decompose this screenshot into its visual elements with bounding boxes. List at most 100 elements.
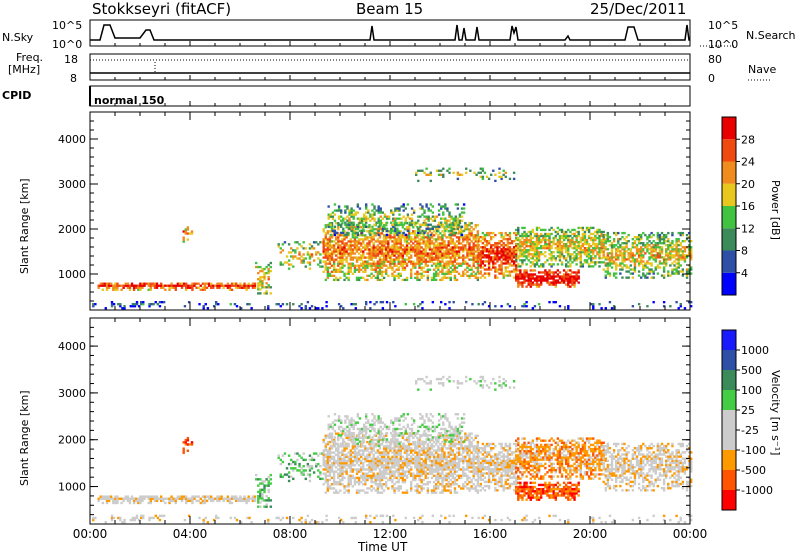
velocity-cell (251, 497, 255, 500)
power-cell (483, 276, 487, 279)
power-cell (658, 248, 662, 251)
velocity-cell (114, 499, 117, 503)
power-cell (349, 244, 352, 247)
power-cell (567, 240, 570, 244)
power-cell (351, 264, 355, 267)
power-cell (395, 252, 398, 255)
velocity-cell (265, 478, 268, 481)
power-cell (494, 274, 497, 277)
power-cell (357, 224, 361, 227)
power-cell (466, 242, 469, 245)
power-cell (416, 252, 419, 255)
velocity-cell (341, 466, 344, 469)
power-cell (325, 301, 328, 304)
power-cell (585, 247, 589, 250)
power-cell (369, 301, 372, 304)
power-cell (259, 276, 262, 279)
velocity-cell (290, 475, 293, 478)
velocity-cell (357, 453, 361, 456)
power-cell (447, 252, 450, 255)
power-cell (529, 236, 532, 240)
power-cell (347, 254, 350, 257)
power-cell (239, 286, 242, 289)
power-cell (140, 301, 143, 304)
power-cell (615, 266, 618, 269)
power-cell (519, 244, 522, 248)
power-cell (410, 246, 413, 249)
power-cell (537, 251, 541, 254)
power-cell (292, 265, 295, 268)
power-cell (385, 254, 388, 257)
power-cell (335, 276, 338, 280)
power-cell (393, 226, 396, 229)
power-cell (420, 272, 423, 275)
power-cell (498, 167, 501, 170)
velocity-cell (391, 455, 394, 459)
power-cell (587, 242, 591, 246)
power-cell (592, 265, 595, 268)
power-cell (515, 236, 518, 240)
power-cell (445, 244, 448, 247)
power-cell (355, 276, 359, 280)
power-cell (515, 247, 518, 250)
velocity-cell (195, 499, 198, 503)
power-cell (558, 249, 562, 252)
power-cell (422, 274, 425, 277)
power-cell (590, 226, 593, 230)
velocity-cell (374, 434, 377, 437)
power-cell (462, 238, 465, 241)
power-cell (571, 236, 574, 240)
power-cell (504, 244, 507, 247)
power-cell (405, 240, 409, 243)
power-cell (362, 264, 365, 267)
velocity-cell (259, 488, 262, 492)
power-cell (421, 223, 424, 226)
power-cell (259, 269, 262, 273)
power-cell (263, 267, 266, 271)
velocity-cell (372, 472, 375, 475)
power-cell (590, 251, 593, 254)
power-cell (621, 231, 624, 235)
power-cell (347, 262, 350, 265)
power-cell (369, 219, 372, 222)
velocity-cell (290, 458, 293, 462)
power-cell (560, 234, 564, 238)
power-cell (308, 253, 312, 256)
power-cell (154, 301, 157, 304)
power-cell (437, 228, 440, 231)
power-cell (662, 301, 666, 304)
power-cell (417, 219, 420, 222)
power-cell (462, 254, 465, 257)
power-cell (300, 259, 303, 262)
power-cell (515, 266, 518, 269)
power-cell (298, 253, 301, 256)
velocity-cell (378, 436, 382, 440)
power-cell (625, 246, 628, 249)
power-cell (399, 256, 402, 259)
power-cell (329, 225, 332, 228)
power-cell (118, 284, 121, 287)
power-cell (569, 234, 572, 238)
power-cell (380, 242, 384, 245)
velocity-cell (372, 464, 375, 467)
velocity-cell (364, 445, 367, 448)
power-cell (439, 224, 442, 227)
power-cell (560, 247, 564, 250)
power-cell (567, 251, 570, 254)
power-cell (569, 263, 572, 266)
power-cell (517, 242, 520, 246)
power-cell (356, 225, 360, 228)
power-cell (552, 279, 555, 282)
velocity-cell (360, 449, 363, 452)
power-cell (396, 231, 399, 235)
power-cell (261, 284, 264, 287)
power-cell (671, 270, 674, 273)
power-cell (378, 268, 382, 271)
power-cell (422, 242, 425, 245)
power-cell (328, 266, 332, 269)
velocity-cell (378, 468, 382, 471)
power-cell (401, 244, 405, 247)
velocity-cell (326, 461, 330, 465)
power-cell (328, 254, 332, 257)
power-cell (577, 230, 580, 234)
